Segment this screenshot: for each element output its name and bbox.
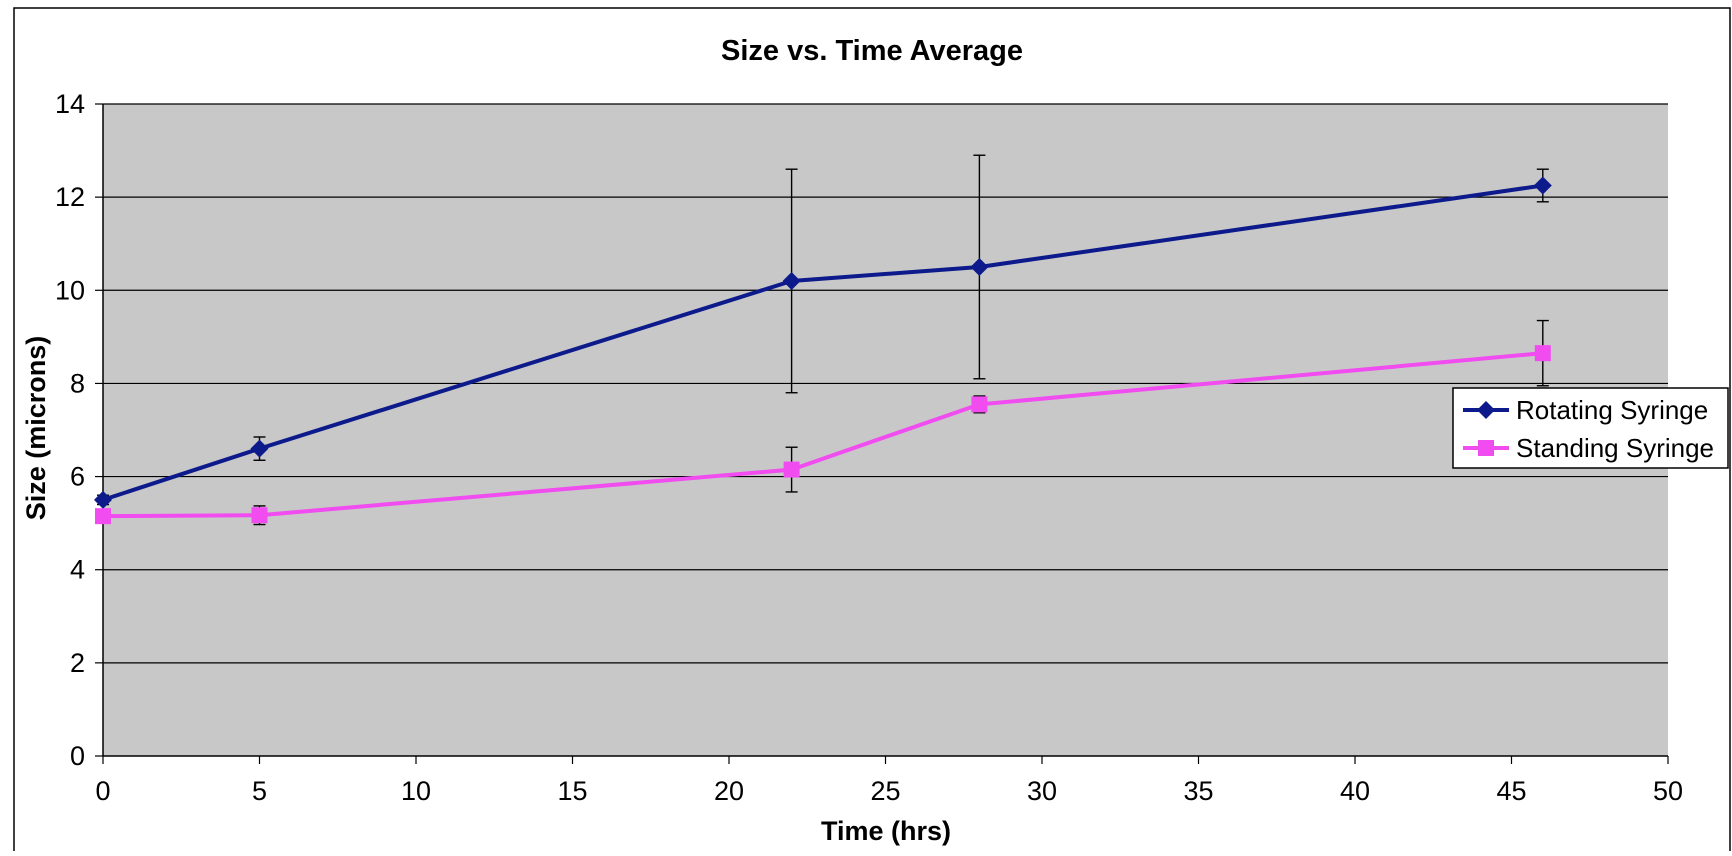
x-tick-label: 30 bbox=[1027, 776, 1057, 806]
data-point bbox=[970, 258, 989, 276]
x-tick-label: 40 bbox=[1340, 776, 1370, 806]
data-point bbox=[94, 490, 112, 509]
y-tick-label: 0 bbox=[70, 741, 85, 771]
data-point bbox=[250, 439, 269, 458]
data-point bbox=[783, 461, 800, 478]
series-layer bbox=[94, 154, 1552, 526]
gridlines bbox=[103, 103, 1668, 664]
y-tick-label: 14 bbox=[55, 89, 85, 119]
y-tick-label: 6 bbox=[70, 462, 85, 492]
x-tick-label: 25 bbox=[870, 776, 900, 806]
x-tick-label: 50 bbox=[1653, 776, 1683, 806]
legend: Rotating Syringe Standing Syringe bbox=[1452, 387, 1729, 469]
y-tick-label: 2 bbox=[70, 648, 85, 678]
legend-box bbox=[1452, 387, 1729, 469]
legend-item: Rotating Syringe bbox=[1463, 395, 1708, 425]
x-tick-label: 35 bbox=[1183, 776, 1213, 806]
legend-swatch-marker bbox=[1478, 440, 1494, 456]
plot-area bbox=[103, 104, 1668, 756]
data-point bbox=[1534, 345, 1551, 362]
y-axis-label: Size (microns) bbox=[21, 336, 51, 521]
x-tick-label: 5 bbox=[252, 776, 267, 806]
x-tick-label: 15 bbox=[557, 776, 587, 806]
data-point bbox=[251, 507, 268, 524]
data-point bbox=[782, 271, 801, 290]
x-tick-label: 10 bbox=[401, 776, 431, 806]
data-point bbox=[971, 396, 988, 413]
data-point bbox=[1533, 176, 1552, 195]
x-tick-label: 0 bbox=[95, 776, 110, 806]
y-tick-label: 12 bbox=[55, 182, 85, 212]
series-standing-syringe bbox=[95, 319, 1551, 526]
data-point bbox=[95, 508, 111, 525]
x-tick-label: 20 bbox=[714, 776, 744, 806]
legend-swatch-marker bbox=[1477, 401, 1495, 419]
legend-item: Standing Syringe bbox=[1463, 433, 1714, 463]
y-tick-label: 4 bbox=[70, 555, 85, 585]
legend-label: Rotating Syringe bbox=[1516, 395, 1708, 425]
chart-title: Size vs. Time Average bbox=[721, 35, 1023, 67]
legend-label: Standing Syringe bbox=[1516, 433, 1714, 463]
series-rotating-syringe bbox=[94, 154, 1552, 509]
y-tick-label: 10 bbox=[55, 275, 85, 305]
x-tick-label: 45 bbox=[1496, 776, 1526, 806]
axes: 0 2 4 6 8 10 12 14 0 5 10 15 20 25 30 35 40 45 50 bbox=[55, 89, 1683, 806]
x-axis-label: Time (hrs) bbox=[821, 816, 951, 846]
y-tick-label: 8 bbox=[70, 368, 85, 398]
